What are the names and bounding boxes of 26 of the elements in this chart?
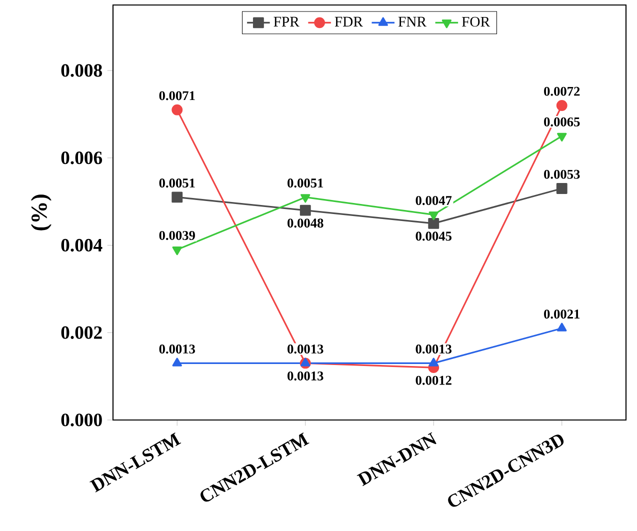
data-label: 0.0065	[544, 117, 580, 126]
y-tick-label: 0.008	[61, 64, 102, 77]
data-label: 0.0013	[159, 344, 196, 354]
legend-label: FDR	[334, 16, 363, 27]
y-tick-label: 0.000	[61, 414, 102, 426]
y-tick-label: 0.004	[61, 238, 102, 252]
data-label: 0.0013	[288, 371, 324, 381]
data-label: 0.0048	[288, 218, 324, 228]
data-label: 0.0021	[544, 310, 580, 319]
data-label: 0.0045	[416, 232, 452, 241]
data-label: 0.0047	[416, 196, 452, 206]
legend-label: FOR	[462, 16, 490, 27]
data-label: 0.0012	[416, 376, 452, 385]
y-tick-label: 0.006	[61, 152, 102, 164]
legend-label: FPR	[274, 16, 300, 26]
data-label: 0.0071	[159, 91, 195, 100]
data-label: 0.0013	[288, 344, 324, 354]
data-label: 0.0039	[159, 230, 195, 240]
data-label: 0.0013	[416, 344, 452, 354]
y-tick-label: 0.002	[61, 326, 102, 339]
data-label: 0.0053	[544, 170, 580, 179]
data-label: 0.0051	[288, 178, 324, 188]
legend-label: FNR	[398, 16, 426, 26]
y-axis-title: (%)	[30, 194, 52, 230]
data-label: 0.0051	[159, 178, 195, 188]
data-label: 0.0072	[544, 86, 580, 96]
